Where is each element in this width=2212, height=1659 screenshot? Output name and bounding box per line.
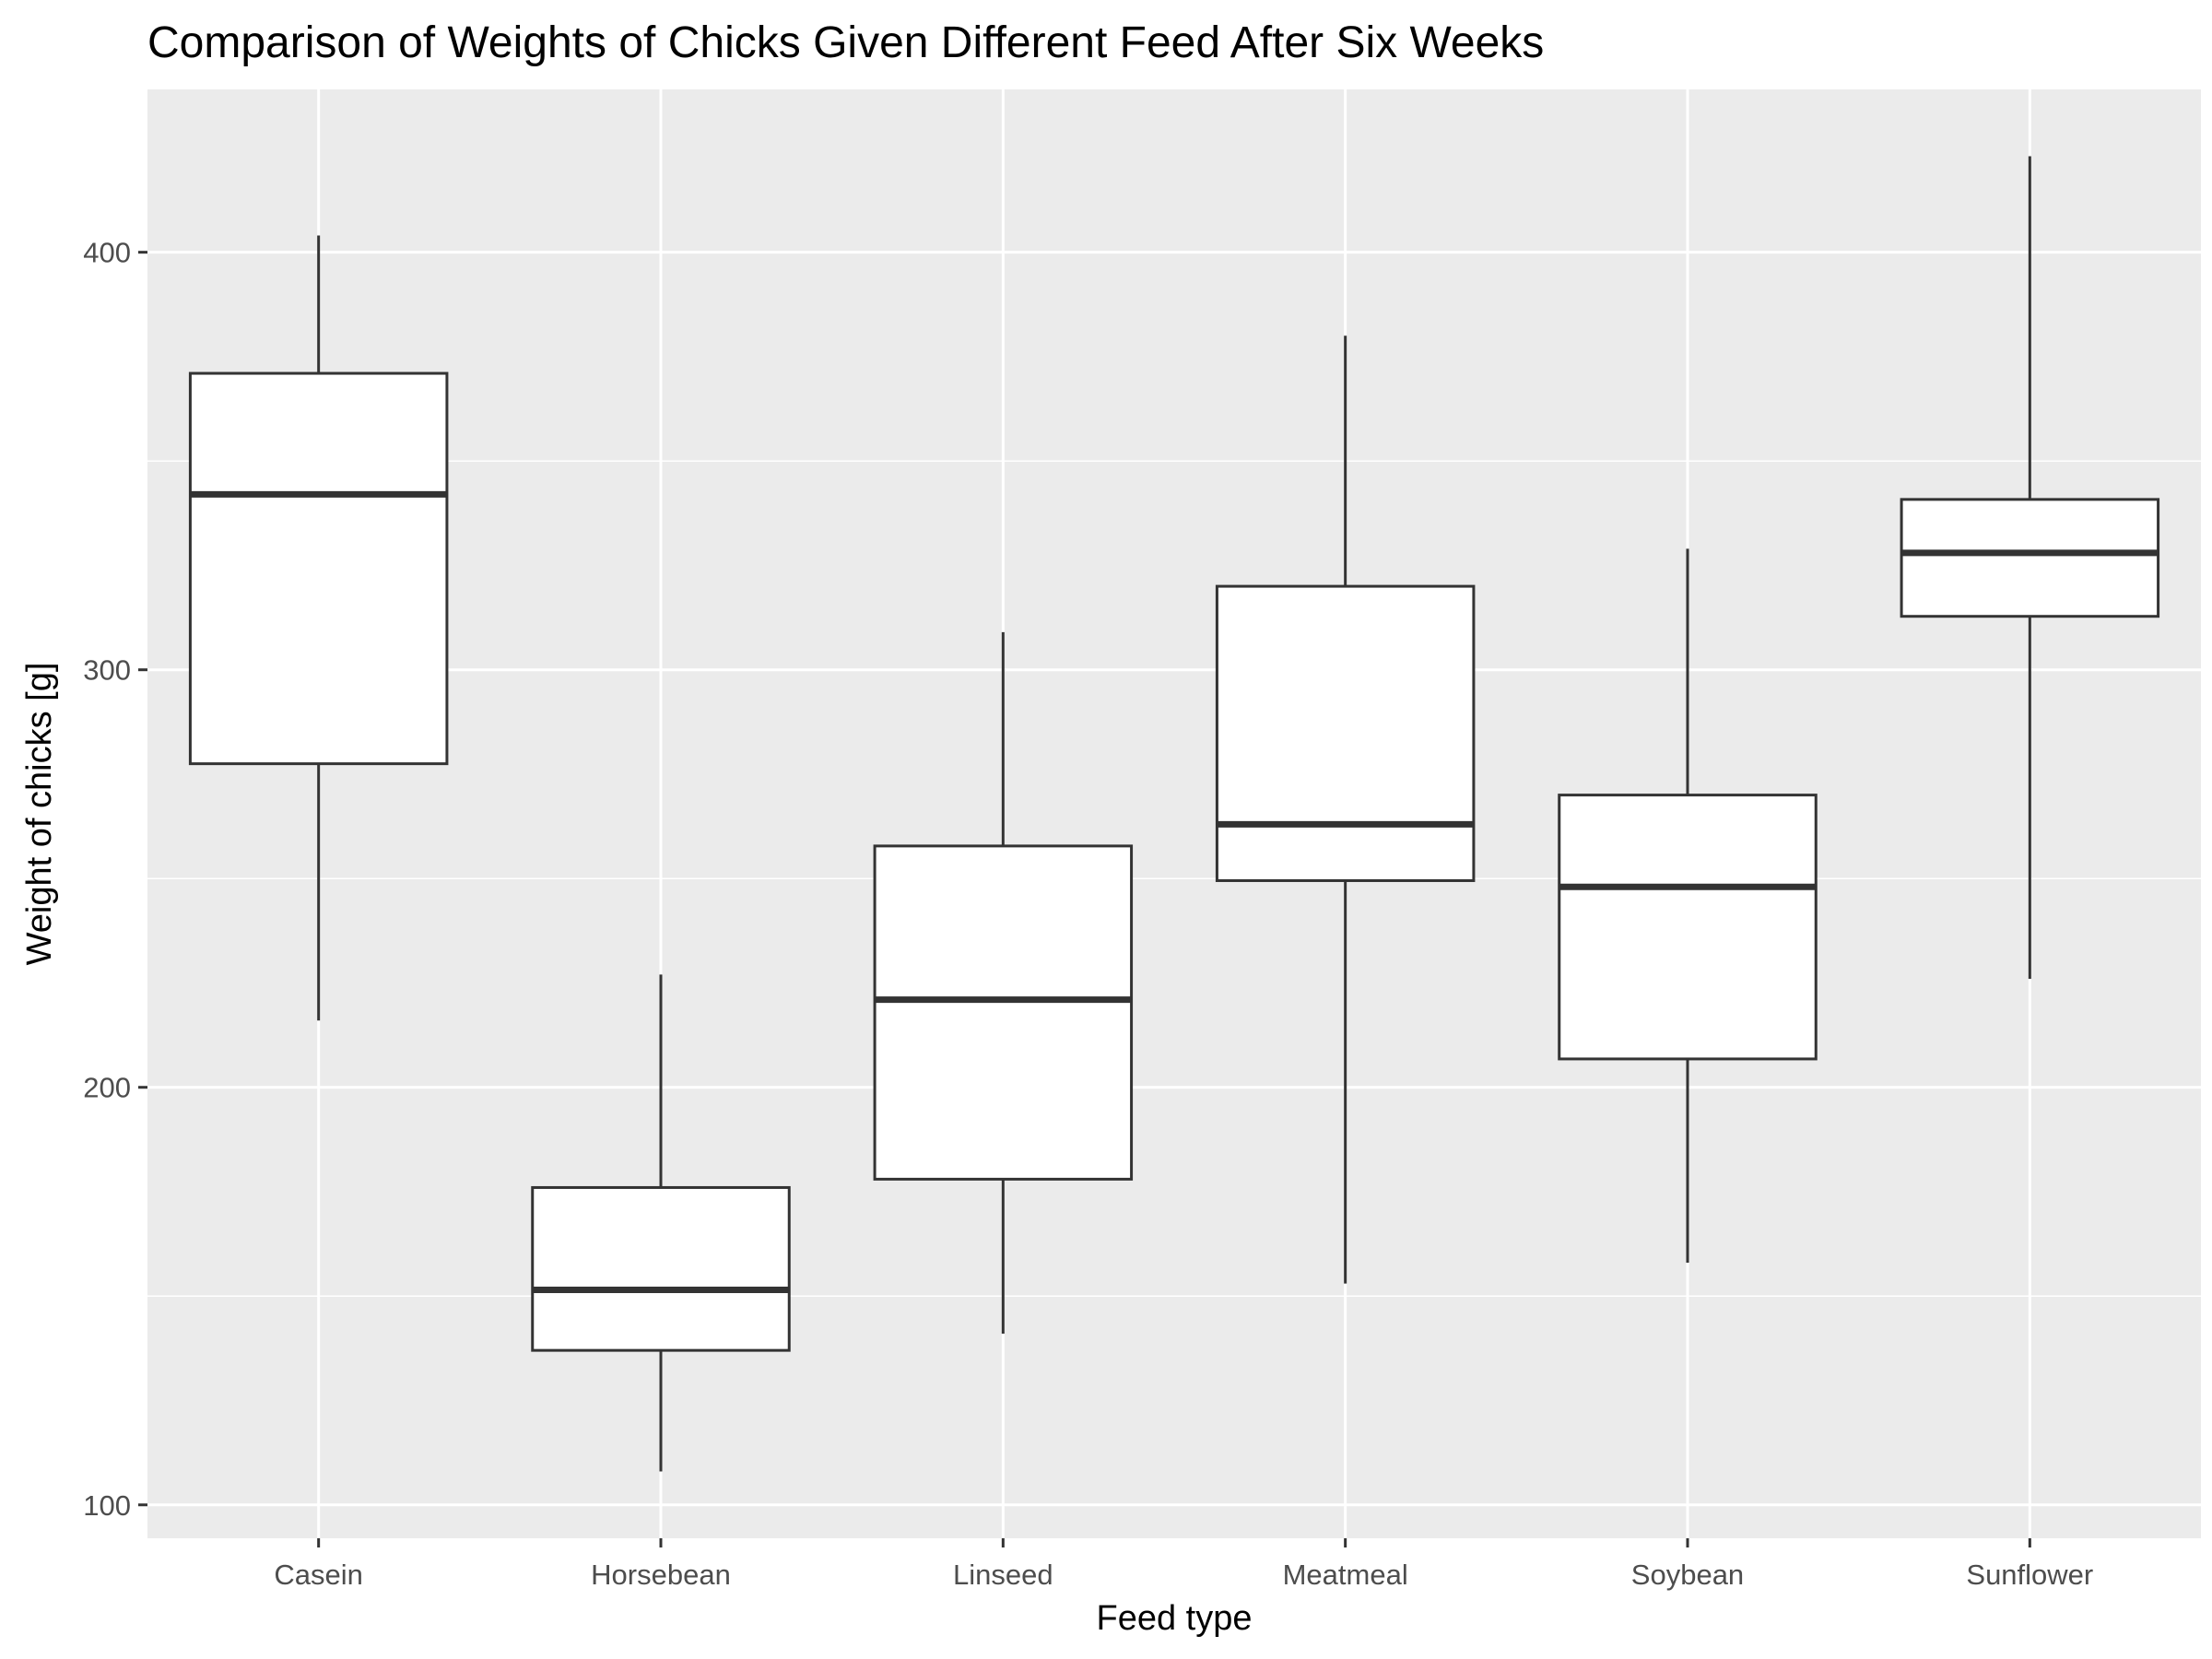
y-tick-label: 400	[83, 237, 131, 269]
y-tick-label: 300	[83, 654, 131, 687]
x-tick-label: Horsebean	[591, 1559, 731, 1591]
y-tick-label: 200	[83, 1072, 131, 1104]
box-iqr	[873, 844, 1134, 1181]
y-tick-label: 100	[83, 1489, 131, 1522]
x-tick-label: Casein	[274, 1559, 363, 1591]
box-iqr	[1900, 498, 2160, 618]
boxplot-linseed	[873, 631, 1134, 1335]
chart-title: Comparison of Weights of Chicks Given Di…	[147, 18, 1544, 67]
y-axis-title: Weight of chicks [g]	[20, 663, 59, 966]
box-iqr	[1215, 584, 1476, 882]
boxplot-casein	[188, 235, 449, 1021]
boxplot-sunflower	[1900, 156, 2160, 979]
box-iqr	[1558, 794, 1818, 1061]
x-axis-title: Feed type	[1097, 1599, 1253, 1638]
boxplots	[188, 156, 2160, 1472]
x-tick-label: Linseed	[953, 1559, 1053, 1591]
x-tick-label: Soybean	[1631, 1559, 1744, 1591]
box-iqr	[531, 1185, 791, 1352]
boxplot-soybean	[1558, 548, 1818, 1264]
boxplot-horsebean	[531, 974, 791, 1472]
box-iqr	[188, 371, 449, 766]
boxplot-meatmeal	[1215, 335, 1476, 1284]
plot-panel	[147, 89, 2201, 1538]
x-tick-label: Sunflower	[1966, 1559, 2093, 1591]
axes: 100 200 300 400 Casein Horsebean Linseed Meatme…	[83, 237, 2093, 1591]
x-tick-label: Meatmeal	[1283, 1559, 1408, 1591]
